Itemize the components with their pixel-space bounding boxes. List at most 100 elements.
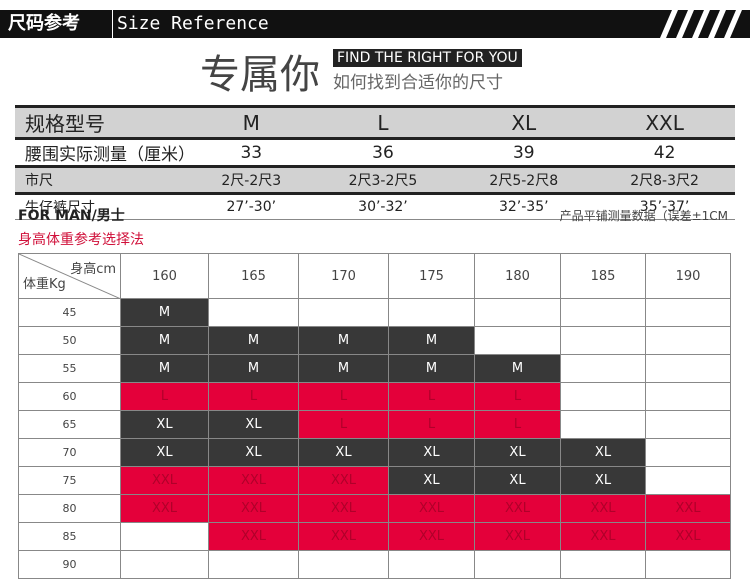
- size-cell: [209, 299, 299, 327]
- size-cell: [475, 299, 561, 327]
- weight-label: 75: [19, 467, 121, 495]
- size-cell: M: [299, 327, 389, 355]
- size-cell: XXL: [646, 495, 731, 523]
- size-cell: [646, 439, 731, 467]
- size-cell: [646, 411, 731, 439]
- height-label: 175: [389, 254, 475, 299]
- size-cell: 27’-30’: [190, 192, 313, 220]
- size-cell: XXL: [299, 467, 389, 495]
- weight-label: 55: [19, 355, 121, 383]
- height-label: 165: [209, 254, 299, 299]
- header-bar: [0, 10, 750, 38]
- size-cell: [646, 383, 731, 411]
- size-cell: XL: [389, 467, 475, 495]
- size-cell: 腰围实际测量（厘米）: [15, 137, 195, 167]
- corner-weight: 体重Kg: [23, 277, 66, 292]
- section-subtitle: 身高体重参考选择法: [18, 232, 144, 248]
- size-cell: XL: [121, 411, 209, 439]
- size-cell: XXL: [646, 523, 731, 551]
- size-cell: [475, 327, 561, 355]
- size-cell: [561, 299, 646, 327]
- size-cell: M: [209, 327, 299, 355]
- tagline: FIND THE RIGHT FOR YOU: [333, 49, 522, 67]
- size-cell: XL: [475, 439, 561, 467]
- size-cell: [299, 551, 389, 579]
- size-cell: XL: [453, 105, 595, 139]
- size-cell: XXL: [475, 523, 561, 551]
- size-cell: L: [299, 383, 389, 411]
- size-cell: XXL: [299, 495, 389, 523]
- size-cell: L: [389, 411, 475, 439]
- size-cell: L: [389, 383, 475, 411]
- size-cell: 牛仔裤尺寸: [15, 192, 190, 220]
- size-cell: 35’-37’: [594, 192, 735, 220]
- size-cell: L: [475, 383, 561, 411]
- section-label: FOR MAN/男士: [18, 208, 125, 224]
- size-cell: XXL: [121, 467, 209, 495]
- weight-label: 85: [19, 523, 121, 551]
- size-cell: [646, 327, 731, 355]
- corner-height: 身高cm: [70, 262, 116, 277]
- size-cell: 2尺-2尺3: [190, 165, 313, 194]
- header-title: 尺码参考: [8, 13, 80, 34]
- size-cell: XXL: [299, 523, 389, 551]
- size-cell: L: [209, 383, 299, 411]
- size-cell: M: [389, 355, 475, 383]
- weight-label: 50: [19, 327, 121, 355]
- size-cell: XXL: [594, 105, 735, 139]
- size-cell: [646, 355, 731, 383]
- size-cell: XL: [475, 467, 561, 495]
- size-cell: XL: [121, 439, 209, 467]
- size-cell: M: [190, 105, 313, 139]
- size-cell: [299, 299, 389, 327]
- weight-label: 80: [19, 495, 121, 523]
- size-cell: XXL: [121, 495, 209, 523]
- size-cell: [389, 551, 475, 579]
- size-row: 牛仔裤尺寸 27’-30’ 30’-32’ 32’-35’ 35’-37’: [15, 192, 735, 220]
- size-cell: 2尺3-2尺5: [312, 165, 454, 194]
- size-cell: 36: [312, 137, 454, 167]
- size-cell: 2尺5-2尺8: [453, 165, 595, 194]
- size-cell: 32’-35’: [453, 192, 595, 220]
- size-cell: [646, 467, 731, 495]
- size-cell: XL: [561, 467, 646, 495]
- size-cell: 39: [453, 137, 595, 167]
- weight-label: 70: [19, 439, 121, 467]
- size-cell: XXL: [389, 523, 475, 551]
- size-row: 腰围实际测量（厘米） 33 36 39 42: [15, 137, 735, 167]
- height-label: 185: [561, 254, 646, 299]
- size-cell: [561, 383, 646, 411]
- size-cell: [389, 299, 475, 327]
- weight-label: 90: [19, 551, 121, 579]
- size-cell: XXL: [209, 467, 299, 495]
- subtitle: 如何找到合适你的尺寸: [333, 73, 503, 93]
- size-row: 规格型号 M L XL XXL: [15, 105, 735, 139]
- note: 产品平铺测量数据（误差±1CM: [559, 209, 728, 223]
- size-cell: M: [389, 327, 475, 355]
- grid-corner: 身高cm 体重Kg: [19, 254, 121, 299]
- size-cell: [646, 551, 731, 579]
- weight-label: 45: [19, 299, 121, 327]
- size-cell: XL: [299, 439, 389, 467]
- slashes: [660, 10, 742, 38]
- size-cell: M: [475, 355, 561, 383]
- weight-label: 65: [19, 411, 121, 439]
- size-cell: XL: [209, 439, 299, 467]
- size-cell: [121, 523, 209, 551]
- height-label: 180: [475, 254, 561, 299]
- size-cell: XXL: [209, 523, 299, 551]
- size-cell: XL: [389, 439, 475, 467]
- size-cell: [209, 551, 299, 579]
- header-title-en: Size Reference: [112, 10, 269, 38]
- size-cell: XXL: [209, 495, 299, 523]
- size-table: 规格型号 M L XL XXL 腰围实际测量（厘米） 33 36 39 42 市尺 2尺-2尺3 2尺3…: [15, 105, 735, 220]
- size-cell: 市尺: [15, 165, 190, 194]
- size-cell: 2尺8-3尺2: [594, 165, 735, 194]
- size-cell: 规格型号: [15, 105, 190, 139]
- size-cell: [121, 551, 209, 579]
- size-cell: XL: [561, 439, 646, 467]
- size-cell: [561, 327, 646, 355]
- size-cell: M: [209, 355, 299, 383]
- size-cell: 30’-32’: [312, 192, 454, 220]
- size-cell: L: [475, 411, 561, 439]
